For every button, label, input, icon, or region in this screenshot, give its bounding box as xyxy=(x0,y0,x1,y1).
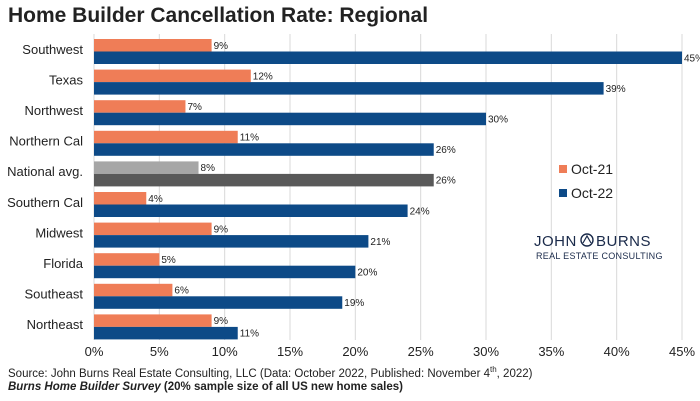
bar-oct22-3 xyxy=(94,143,434,156)
bar-oct22-6 xyxy=(94,235,369,248)
bar-oct21-2 xyxy=(94,100,186,113)
bar-oct21-1 xyxy=(94,69,251,83)
category-label-8: Southeast xyxy=(24,287,83,302)
bar-oct22-7 xyxy=(94,265,356,279)
data-label-oct22-7: 20% xyxy=(357,267,377,278)
chart-title: Home Builder Cancellation Rate: Regional xyxy=(8,4,429,27)
data-label-oct21-1: 12% xyxy=(253,71,273,82)
bar-oct22-1 xyxy=(94,82,604,95)
category-label-2: Northwest xyxy=(24,103,83,118)
bar-oct22-2 xyxy=(94,112,486,126)
bar-oct22-8 xyxy=(94,296,343,309)
category-labels: Southwest Texas Northwest Northern Cal Natio… xyxy=(7,42,84,332)
legend: Oct-21 Oct-22 xyxy=(559,161,613,201)
x-tick-label-7: 35% xyxy=(538,344,564,359)
bar-oct21-4 xyxy=(94,161,199,174)
category-label-9: Northeast xyxy=(27,317,84,332)
bar-oct21-5 xyxy=(94,192,147,205)
source-sup: th xyxy=(489,365,497,374)
data-label-oct21-8: 6% xyxy=(174,286,189,297)
source-line-1: Source: John Burns Real Estate Consultin… xyxy=(8,365,532,380)
source-line-2: Burns Home Builder Survey (20% sample si… xyxy=(8,381,403,393)
category-label-0: Southwest xyxy=(22,42,83,57)
data-label-oct22-0: 45% xyxy=(684,53,700,64)
data-label-oct22-8: 19% xyxy=(344,298,364,309)
data-label-oct21-9: 9% xyxy=(214,316,229,327)
legend-label-oct22: Oct-22 xyxy=(571,185,613,201)
company-logo: JOHN BURNS REAL ESTATE CONSULTING xyxy=(534,233,663,261)
data-label-oct22-4: 26% xyxy=(436,176,456,187)
bar-oct21-8 xyxy=(94,283,173,297)
legend-swatch-oct21 xyxy=(559,165,567,173)
category-label-7: Florida xyxy=(43,256,84,271)
bar-oct22-5 xyxy=(94,204,408,217)
logo-mark-icon xyxy=(580,233,594,247)
bar-oct22-9 xyxy=(94,326,238,340)
data-label-oct22-3: 26% xyxy=(436,145,456,156)
source-text: Source: John Burns Real Estate Consultin… xyxy=(8,367,490,380)
survey-name: Burns Home Builder Survey xyxy=(8,381,161,393)
x-tick-label-5: 25% xyxy=(408,344,434,359)
data-label-oct21-5: 4% xyxy=(148,194,163,205)
data-label-oct21-7: 5% xyxy=(161,255,176,266)
bar-oct21-3 xyxy=(94,130,238,144)
x-tick-label-4: 20% xyxy=(342,344,368,359)
data-label-oct21-6: 9% xyxy=(214,224,229,235)
legend-swatch-oct22 xyxy=(559,189,567,197)
x-tick-label-6: 30% xyxy=(473,344,499,359)
category-label-4: National avg. xyxy=(7,164,83,179)
source-text-end: , 2022) xyxy=(496,367,533,380)
x-tick-label-0: 0% xyxy=(85,344,104,359)
data-label-oct22-1: 39% xyxy=(606,84,626,95)
logo-text-john: JOHN xyxy=(534,233,577,250)
x-axis-ticks: 0% 5% 10% 15% 20% 25% 30% 35% 40% 45% xyxy=(85,344,696,359)
data-label-oct21-4: 8% xyxy=(201,163,216,174)
bar-oct22-4 xyxy=(94,173,434,187)
data-label-oct21-3: 11% xyxy=(240,133,259,144)
data-label-oct21-2: 7% xyxy=(187,102,202,113)
bar-oct21-6 xyxy=(94,222,212,236)
x-tick-label-2: 10% xyxy=(212,344,238,359)
bar-oct21-7 xyxy=(94,253,160,266)
category-label-5: Southern Cal xyxy=(7,195,83,210)
x-tick-label-1: 5% xyxy=(150,344,169,359)
logo-text-subtitle: REAL ESTATE CONSULTING xyxy=(536,251,663,261)
logo-text-burns: BURNS xyxy=(596,233,651,250)
data-label-oct22-6: 21% xyxy=(370,237,390,248)
data-label-oct22-2: 30% xyxy=(488,114,508,125)
x-tick-label-9: 45% xyxy=(669,344,695,359)
category-label-6: Midwest xyxy=(35,225,83,240)
bars: 9% 45% 12% 39% 7% 30% 11% 26% 8% 26% 4% 24% 9% 21% 5% 2… xyxy=(94,39,700,340)
data-label-oct22-9: 11% xyxy=(240,329,259,340)
bar-oct21-0 xyxy=(94,39,212,52)
category-label-3: Northern Cal xyxy=(9,134,83,149)
data-label-oct22-5: 24% xyxy=(410,206,430,217)
data-label-oct21-0: 9% xyxy=(214,41,229,52)
category-label-1: Texas xyxy=(49,72,83,87)
bar-oct22-0 xyxy=(94,51,682,64)
legend-label-oct21: Oct-21 xyxy=(571,161,613,177)
x-tick-label-8: 40% xyxy=(604,344,630,359)
gridlines xyxy=(93,34,683,340)
x-tick-label-3: 15% xyxy=(277,344,303,359)
survey-note: (20% sample size of all US new home sale… xyxy=(160,381,403,393)
bar-oct21-9 xyxy=(94,314,212,327)
